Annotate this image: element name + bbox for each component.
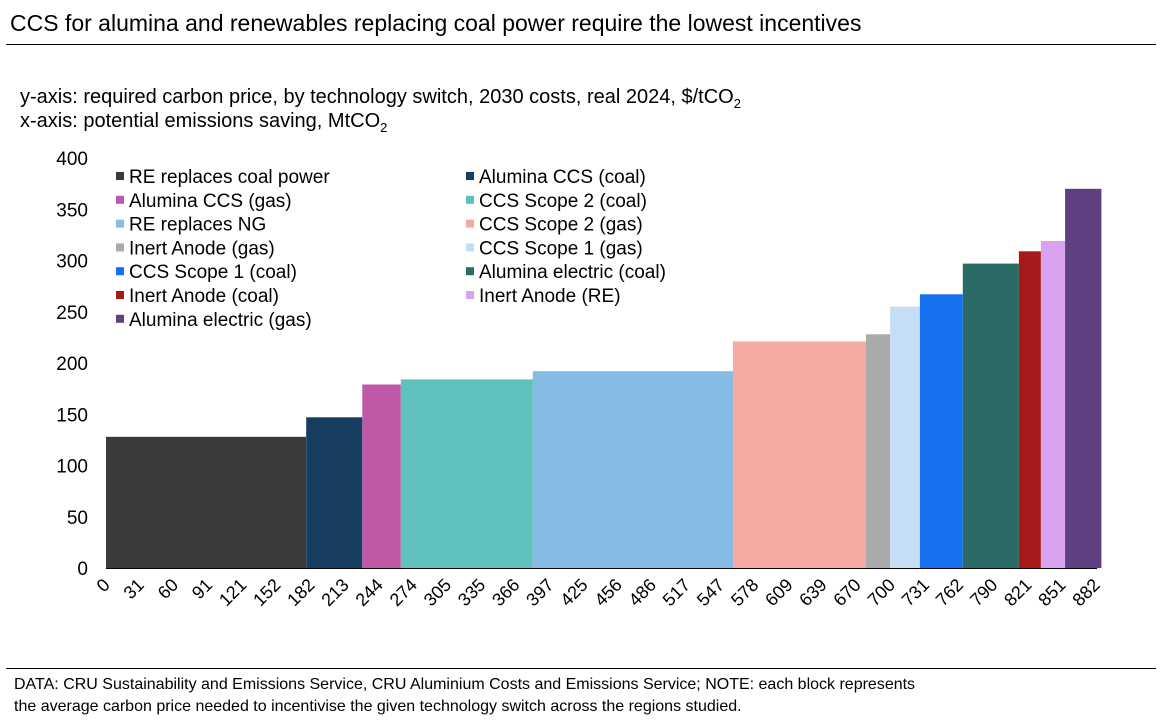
y-tick-label: 350 [56, 200, 88, 221]
x-tick-label: 762 [932, 575, 967, 610]
legend-swatch-re-replaces-ng [116, 219, 124, 228]
x-tick-label: 213 [317, 575, 352, 610]
legend-swatch-inert-anode-gas [116, 243, 124, 252]
x-tick-label: 882 [1068, 575, 1103, 610]
x-tick-label: 547 [693, 575, 728, 610]
legend-swatch-ccs-scope-1-coal [116, 267, 124, 276]
x-tick-label: 731 [898, 575, 933, 610]
legend-label-inert-anode-coal: Inert Anode (coal) [129, 286, 279, 307]
y-tick-label: 150 [56, 405, 88, 426]
bar-inert-anode-gas [866, 334, 891, 568]
bar-alumina-ccs-coal [306, 417, 363, 568]
legend-label-ccs-scope-1-coal: CCS Scope 1 (coal) [129, 262, 297, 283]
x-tick-label: 60 [154, 575, 182, 603]
y-tick-label: 200 [56, 354, 88, 375]
x-tick-label: 790 [966, 575, 1001, 610]
legend-label-re-replaces-coal-power: RE replaces coal power [129, 167, 330, 188]
x-tick-label: 609 [761, 575, 796, 610]
chart-title: CCS for alumina and renewables replacing… [10, 10, 862, 36]
x-axis-description: x-axis: potential emissions saving, MtCO… [20, 110, 387, 135]
legend: RE replaces coal power Alumina CCS (gas) R… [116, 167, 666, 331]
bar-inert-anode-coal [1018, 251, 1041, 569]
legend-swatch-inert-anode-coal [116, 291, 124, 299]
footer-note-line-1: DATA: CRU Sustainability and Emissions S… [14, 676, 916, 693]
x-tick-label: 152 [249, 575, 284, 610]
legend-label-ccs-scope-2-coal: CCS Scope 2 (coal) [479, 191, 647, 212]
legend-label-alumina-electric-gas: Alumina electric (gas) [129, 310, 312, 331]
y-tick-label: 400 [56, 149, 88, 170]
bar-ccs-scope-1-gas [890, 306, 920, 568]
x-tick-label: 182 [283, 575, 318, 610]
y-tick-label: 250 [56, 303, 88, 324]
footer-divider [6, 668, 1156, 669]
abatement-cost-chart: 0 50 100 150 200 250 300 350 400 0 31 60 9112115218… [56, 149, 1104, 610]
x-tick-label: 305 [420, 575, 455, 610]
x-tick-label: 0 [93, 575, 114, 596]
bar-re-replaces-coal-power [106, 436, 307, 568]
legend-label-alumina-ccs-coal: Alumina CCS (coal) [479, 167, 646, 188]
y-axis-description: y-axis: required carbon price, by techno… [20, 86, 741, 111]
legend-label-inert-anode-gas: Inert Anode (gas) [129, 238, 275, 259]
x-tick-label: 335 [454, 575, 489, 610]
legend-label-ccs-scope-2-gas: CCS Scope 2 (gas) [479, 215, 643, 236]
legend-swatch-re-replaces-coal-power [116, 172, 124, 180]
legend-label-re-replaces-ng: RE replaces NG [129, 215, 266, 236]
x-tick-label: 91 [188, 575, 216, 603]
x-tick-label: 121 [215, 575, 250, 610]
bar-alumina-electric-coal [962, 263, 1019, 568]
legend-swatch-alumina-electric-gas [116, 314, 124, 323]
x-tick-labels: 0 31 60 91121152182213244274305335366397425… [93, 575, 1104, 610]
legend-swatch-alumina-ccs-gas [116, 195, 124, 204]
bars-group [106, 188, 1102, 569]
x-tick-label: 397 [522, 575, 557, 610]
legend-swatch-alumina-electric-coal [466, 267, 474, 276]
title-divider [6, 44, 1156, 45]
y-tick-label: 50 [67, 508, 88, 529]
y-tick-label: 0 [77, 559, 88, 580]
bar-re-replaces-ng [532, 371, 733, 568]
y-axis-description-subscript: 2 [733, 96, 741, 111]
x-tick-label: 366 [488, 575, 523, 610]
footer-note-line-2: the average carbon price needed to incen… [14, 698, 742, 715]
x-tick-label: 639 [795, 575, 830, 610]
x-tick-label: 700 [864, 575, 899, 610]
legend-swatch-ccs-scope-1-gas [466, 243, 474, 252]
x-axis-description-text: x-axis: potential emissions saving, MtCO [20, 110, 381, 132]
x-tick-label: 456 [591, 575, 626, 610]
x-axis-description-subscript: 2 [380, 120, 388, 135]
legend-swatch-alumina-ccs-coal [466, 172, 474, 180]
legend-swatch-ccs-scope-2-coal [466, 195, 474, 204]
x-tick-label: 517 [659, 575, 694, 610]
x-tick-label: 31 [120, 575, 148, 603]
legend-label-inert-anode-re: Inert Anode (RE) [479, 286, 621, 307]
legend-label-ccs-scope-1-gas: CCS Scope 1 (gas) [479, 238, 643, 259]
bar-ccs-scope-2-coal [400, 379, 533, 568]
x-tick-label: 578 [727, 575, 762, 610]
x-tick-label: 274 [386, 575, 421, 610]
x-tick-label: 851 [1034, 575, 1069, 610]
bar-ccs-scope-2-gas [732, 341, 866, 568]
y-axis-description-text: y-axis: required carbon price, by techno… [20, 86, 734, 108]
bar-alumina-electric-gas [1065, 188, 1102, 569]
bar-alumina-ccs-gas [362, 384, 401, 568]
x-tick-label: 486 [625, 575, 660, 610]
x-tick-label: 670 [829, 575, 864, 610]
bar-inert-anode-re [1040, 241, 1066, 568]
bar-ccs-scope-1-coal [919, 294, 963, 568]
x-tick-label: 244 [352, 575, 387, 610]
x-tick-label: 821 [1000, 575, 1035, 610]
y-tick-labels: 0 50 100 150 200 250 300 350 400 [56, 149, 88, 580]
legend-swatch-inert-anode-re [466, 291, 474, 299]
legend-label-alumina-electric-coal: Alumina electric (coal) [479, 262, 666, 283]
y-tick-label: 100 [56, 457, 88, 478]
y-tick-label: 300 [56, 252, 88, 273]
legend-swatch-ccs-scope-2-gas [466, 219, 474, 228]
x-tick-label: 425 [556, 575, 591, 610]
legend-label-alumina-ccs-gas: Alumina CCS (gas) [129, 191, 292, 212]
